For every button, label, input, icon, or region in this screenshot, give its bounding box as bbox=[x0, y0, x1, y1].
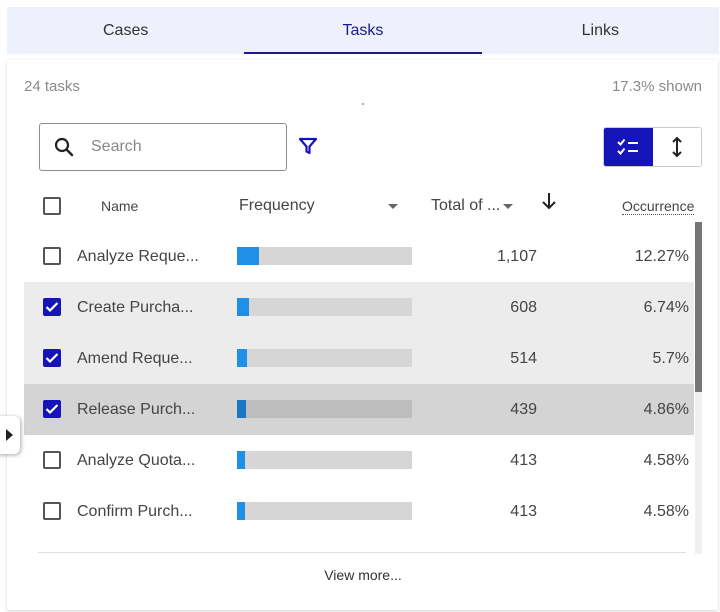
task-count: 24 tasks bbox=[24, 78, 80, 95]
tab-tasks-label: Tasks bbox=[342, 21, 384, 39]
column-header-occurrence[interactable]: Occurrence bbox=[622, 198, 695, 215]
row-checkbox[interactable] bbox=[43, 247, 61, 265]
frequency-bar-fill bbox=[237, 247, 259, 265]
frequency-bar-fill bbox=[237, 349, 247, 367]
sort-descending-icon[interactable] bbox=[540, 191, 558, 211]
checkmark-icon bbox=[45, 302, 59, 313]
frequency-bar-fill bbox=[237, 298, 249, 316]
checkmark-icon bbox=[45, 404, 59, 415]
table-row[interactable]: Release Purch... 439 4.86% bbox=[24, 384, 694, 435]
frequency-caret-icon[interactable] bbox=[388, 204, 398, 209]
frequency-bar-fill bbox=[237, 502, 245, 520]
tab-bar: Cases Tasks Links bbox=[7, 7, 719, 54]
column-header-name[interactable]: Name bbox=[101, 198, 139, 214]
task-total: 514 bbox=[510, 350, 537, 367]
search-input[interactable] bbox=[91, 138, 271, 156]
task-occurrence: 4.58% bbox=[643, 452, 689, 469]
frequency-bar bbox=[237, 400, 412, 418]
frequency-bar bbox=[237, 247, 412, 265]
tab-cases-label: Cases bbox=[102, 21, 149, 39]
row-checkbox[interactable] bbox=[43, 451, 61, 469]
column-header-frequency[interactable]: Frequency bbox=[239, 185, 315, 227]
row-checkbox[interactable] bbox=[43, 400, 61, 418]
column-header-frequency-label: Frequency bbox=[239, 197, 315, 214]
caret-right-icon bbox=[5, 429, 13, 441]
tab-tasks[interactable]: Tasks bbox=[244, 7, 482, 54]
checklist-icon bbox=[617, 138, 639, 155]
row-checkbox[interactable] bbox=[43, 502, 61, 520]
view-more-link[interactable]: View more... bbox=[324, 567, 402, 583]
task-name: Release Purch... bbox=[77, 401, 196, 418]
task-total: 413 bbox=[510, 452, 537, 469]
select-all-checkbox[interactable] bbox=[43, 197, 61, 215]
column-header-total[interactable]: Total of ... bbox=[431, 185, 500, 227]
row-checkbox[interactable] bbox=[43, 298, 61, 316]
scrollbar-thumb[interactable] bbox=[695, 222, 702, 392]
task-total: 1,107 bbox=[496, 248, 537, 265]
view-toggle bbox=[603, 127, 702, 167]
total-caret-icon[interactable] bbox=[503, 204, 513, 209]
checklist-view-button[interactable] bbox=[604, 128, 653, 166]
sort-toggle-button[interactable] bbox=[652, 128, 701, 166]
frequency-bar bbox=[237, 349, 412, 367]
task-occurrence: 6.74% bbox=[643, 299, 689, 316]
task-total: 413 bbox=[510, 503, 537, 520]
frequency-bar bbox=[237, 298, 412, 316]
checkmark-icon bbox=[45, 353, 59, 364]
filter-icon[interactable] bbox=[298, 136, 318, 156]
footer-divider bbox=[38, 552, 686, 553]
task-name: Analyze Reque... bbox=[77, 248, 199, 265]
table-row[interactable]: Analyze Quota... 413 4.58% bbox=[24, 435, 694, 486]
search-icon bbox=[54, 137, 74, 157]
frequency-bar bbox=[237, 502, 412, 520]
frequency-bar bbox=[237, 451, 412, 469]
separator-dot bbox=[362, 103, 364, 105]
tab-cases[interactable]: Cases bbox=[7, 7, 244, 54]
tab-links[interactable]: Links bbox=[482, 7, 719, 54]
task-occurrence: 12.27% bbox=[634, 248, 689, 265]
table-row[interactable]: Confirm Purch... 413 4.58% bbox=[24, 486, 694, 537]
table-row[interactable]: Create Purcha... 608 6.74% bbox=[24, 282, 694, 333]
task-table-body: Analyze Reque... 1,107 12.27% Create Pur… bbox=[24, 231, 694, 537]
table-row[interactable]: Analyze Reque... 1,107 12.27% bbox=[24, 231, 694, 282]
task-occurrence: 4.58% bbox=[643, 503, 689, 520]
frequency-bar-fill bbox=[237, 400, 246, 418]
task-total: 608 bbox=[510, 299, 537, 316]
task-name: Analyze Quota... bbox=[77, 452, 196, 469]
table-header: Name Frequency Total of ... Occurrence bbox=[24, 185, 704, 227]
search-box[interactable] bbox=[39, 123, 287, 171]
row-checkbox[interactable] bbox=[43, 349, 61, 367]
shown-percentage: 17.3% shown bbox=[611, 78, 702, 95]
task-total: 439 bbox=[510, 401, 537, 418]
column-header-total-label: Total of ... bbox=[431, 197, 501, 214]
table-row[interactable]: Amend Reque... 514 5.7% bbox=[24, 333, 694, 384]
expand-panel-button[interactable] bbox=[0, 416, 20, 454]
task-name: Confirm Purch... bbox=[77, 503, 193, 520]
task-occurrence: 4.86% bbox=[643, 401, 689, 418]
tab-links-label: Links bbox=[581, 21, 619, 39]
task-name: Amend Reque... bbox=[77, 350, 193, 367]
vertical-arrows-icon bbox=[672, 136, 682, 158]
frequency-bar-fill bbox=[237, 451, 245, 469]
task-name: Create Purcha... bbox=[77, 299, 194, 316]
task-occurrence: 5.7% bbox=[652, 350, 689, 367]
